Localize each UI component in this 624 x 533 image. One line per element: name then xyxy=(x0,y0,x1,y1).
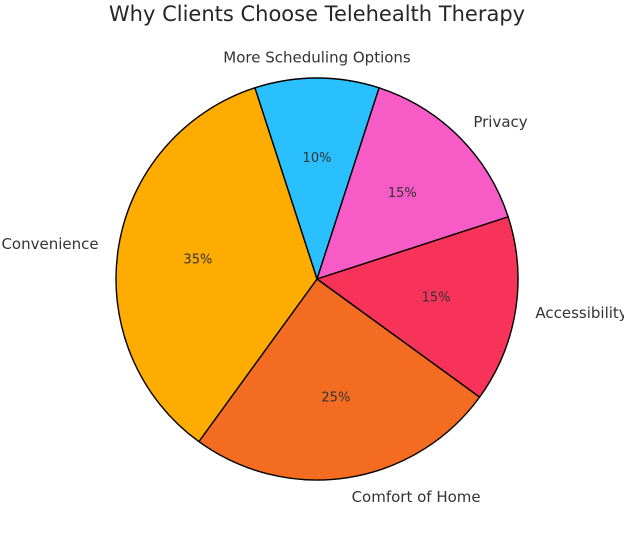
slice-label-accessibility: Accessibility xyxy=(535,304,624,322)
pie-slices xyxy=(115,77,519,481)
slice-label-privacy: Privacy xyxy=(473,113,527,131)
pie-slice-more-scheduling-options xyxy=(254,77,380,280)
pie-slice-accessibility xyxy=(316,216,519,398)
pie-slice-privacy xyxy=(316,87,509,280)
slice-label-comfort-of-home: Comfort of Home xyxy=(352,488,481,506)
pie-labels: More Scheduling Options 10% Privacy 15% Acce… xyxy=(1,48,624,505)
slice-pct-accessibility: 15% xyxy=(422,290,451,305)
chart-title: Why Clients Choose Telehealth Therapy xyxy=(109,2,525,26)
slice-label-more-scheduling-options: More Scheduling Options xyxy=(223,48,411,66)
slice-pct-comfort-of-home: 25% xyxy=(321,391,350,406)
pie-slice-comfort-of-home xyxy=(198,278,481,481)
slice-pct-convenience: 35% xyxy=(183,253,212,268)
slice-label-convenience: Convenience xyxy=(1,235,98,253)
slice-pct-privacy: 15% xyxy=(388,186,417,201)
pie-slice-convenience xyxy=(115,87,318,443)
slice-pct-more-scheduling-options: 10% xyxy=(303,151,332,166)
